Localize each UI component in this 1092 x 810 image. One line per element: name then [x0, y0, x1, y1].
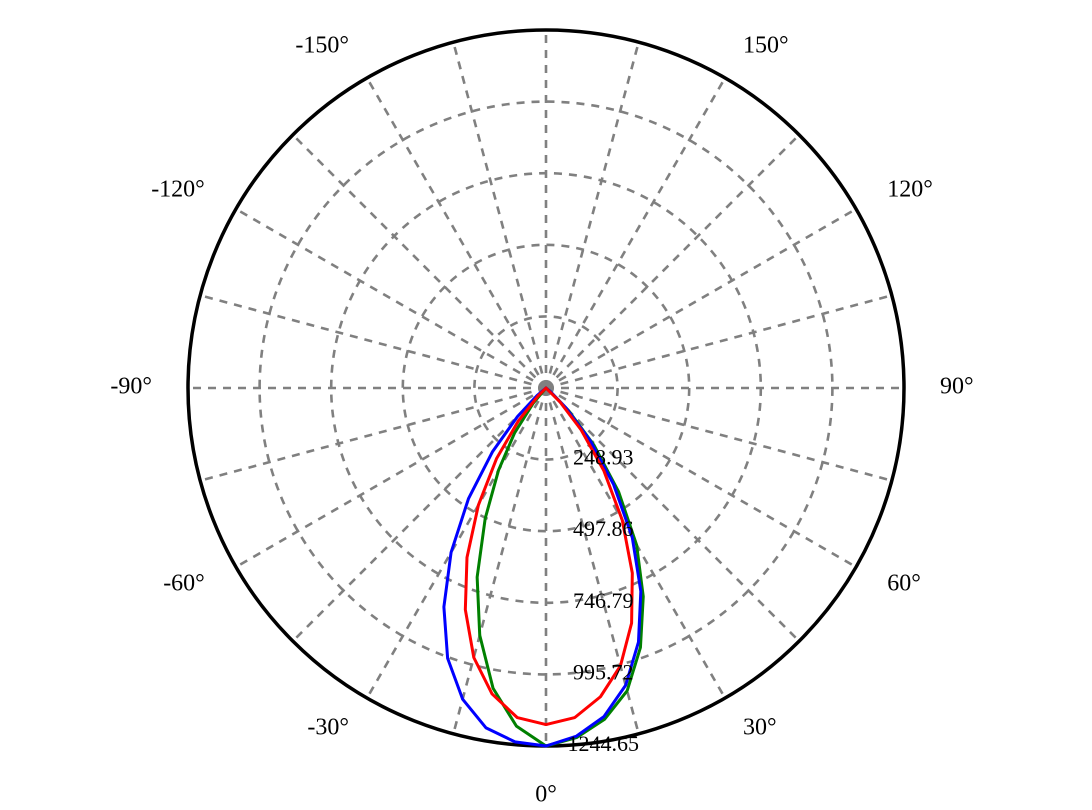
- angle-label: 60°: [887, 571, 921, 597]
- grid-spoke: [236, 209, 546, 388]
- angle-label: -30°: [307, 715, 349, 741]
- angle-label: -60°: [163, 571, 205, 597]
- polar-chart: 248.93 497.86 746.79 995.72 1244.65 ±180° -150…: [0, 0, 1092, 810]
- grid-spoke: [236, 388, 546, 567]
- grid-spoke: [546, 42, 639, 388]
- grid-spoke: [367, 388, 546, 698]
- ring-label: 497.86: [573, 516, 634, 541]
- ring-label: 1244.65: [568, 731, 640, 756]
- series-green: [477, 388, 643, 746]
- angle-label: -150°: [295, 32, 349, 58]
- angle-label: 120°: [887, 177, 933, 203]
- angle-label: 30°: [743, 715, 777, 741]
- grid-spoke: [293, 388, 546, 641]
- grid-spoke: [546, 78, 725, 388]
- angle-label: 0°: [535, 782, 557, 808]
- angle-label: -120°: [151, 177, 205, 203]
- series-group: [444, 388, 643, 746]
- grid-spoke: [546, 209, 856, 388]
- series-blue: [444, 388, 641, 746]
- grid-spoke: [293, 135, 546, 388]
- angle-label: 150°: [743, 32, 789, 58]
- angle-label: 90°: [940, 374, 974, 400]
- grid-spoke: [546, 135, 799, 388]
- grid-spoke: [200, 295, 546, 388]
- polar-svg: 248.93 497.86 746.79 995.72 1244.65 ±180° -150…: [0, 0, 1092, 810]
- ring-labels: 248.93 497.86 746.79 995.72 1244.65: [568, 445, 640, 756]
- angle-label: ±180°: [517, 0, 576, 2]
- angle-label: -90°: [110, 374, 152, 400]
- grid-spoke: [546, 295, 892, 388]
- ring-label: 995.72: [573, 659, 634, 684]
- grid-spoke: [453, 42, 546, 388]
- ring-label: 248.93: [573, 445, 634, 470]
- ring-label: 746.79: [573, 588, 634, 613]
- grid-spoke: [367, 78, 546, 388]
